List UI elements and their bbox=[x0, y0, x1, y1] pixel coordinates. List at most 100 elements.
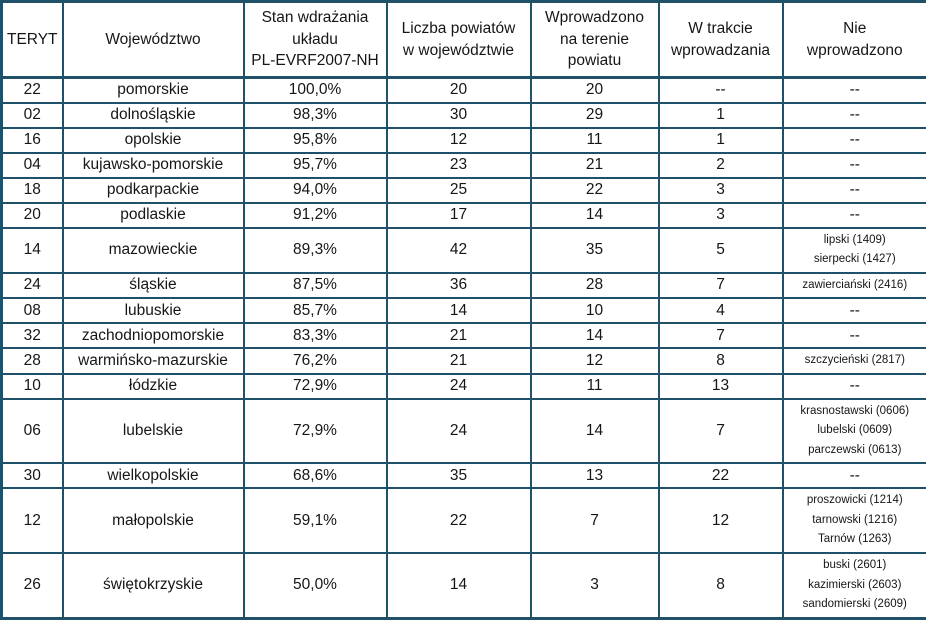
cell-wojewodztwo: opolskie bbox=[63, 128, 244, 153]
cell-wojewodztwo: podkarpackie bbox=[63, 178, 244, 203]
cell-stan: 95,7% bbox=[244, 153, 387, 178]
cell-nie: -- bbox=[783, 153, 926, 178]
cell-wprowadzono: 11 bbox=[531, 374, 659, 399]
cell-teryt: 22 bbox=[2, 78, 63, 103]
cell-teryt: 16 bbox=[2, 128, 63, 153]
cell-wprowadzono: 7 bbox=[531, 488, 659, 553]
cell-w_trakcie: 22 bbox=[659, 463, 783, 488]
cell-liczba: 14 bbox=[387, 298, 531, 323]
cell-nie: -- bbox=[783, 203, 926, 228]
cell-liczba: 22 bbox=[387, 488, 531, 553]
cell-w_trakcie: 1 bbox=[659, 103, 783, 128]
cell-wprowadzono: 29 bbox=[531, 103, 659, 128]
cell-wprowadzono: 35 bbox=[531, 228, 659, 273]
column-header-nie: Nie wprowadzono bbox=[783, 2, 926, 78]
cell-wprowadzono: 3 bbox=[531, 553, 659, 618]
cell-liczba: 20 bbox=[387, 78, 531, 103]
cell-w_trakcie: 5 bbox=[659, 228, 783, 273]
cell-liczba: 42 bbox=[387, 228, 531, 273]
cell-w_trakcie: 7 bbox=[659, 399, 783, 464]
cell-teryt: 24 bbox=[2, 273, 63, 299]
cell-wojewodztwo: pomorskie bbox=[63, 78, 244, 103]
cell-wojewodztwo: podlaskie bbox=[63, 203, 244, 228]
cell-wojewodztwo: warmińsko-mazurskie bbox=[63, 348, 244, 374]
cell-liczba: 14 bbox=[387, 553, 531, 618]
column-header-wojewodztwo: Województwo bbox=[63, 2, 244, 78]
cell-teryt: 32 bbox=[2, 323, 63, 348]
cell-teryt: 30 bbox=[2, 463, 63, 488]
cell-nie: szczycieński (2817) bbox=[783, 348, 926, 374]
cell-teryt: 20 bbox=[2, 203, 63, 228]
column-header-liczba: Liczba powiatów w województwie bbox=[387, 2, 531, 78]
cell-nie: -- bbox=[783, 374, 926, 399]
cell-liczba: 35 bbox=[387, 463, 531, 488]
cell-wprowadzono: 14 bbox=[531, 399, 659, 464]
cell-stan: 91,2% bbox=[244, 203, 387, 228]
cell-nie: krasnostawski (0606) lubelski (0609) par… bbox=[783, 399, 926, 464]
cell-stan: 95,8% bbox=[244, 128, 387, 153]
cell-liczba: 17 bbox=[387, 203, 531, 228]
cell-wprowadzono: 14 bbox=[531, 203, 659, 228]
cell-stan: 72,9% bbox=[244, 374, 387, 399]
cell-stan: 87,5% bbox=[244, 273, 387, 299]
cell-stan: 59,1% bbox=[244, 488, 387, 553]
cell-w_trakcie: 1 bbox=[659, 128, 783, 153]
cell-nie: buski (2601) kazimierski (2603) sandomie… bbox=[783, 553, 926, 618]
cell-teryt: 02 bbox=[2, 103, 63, 128]
column-header-teryt: TERYT bbox=[2, 2, 63, 78]
cell-nie: -- bbox=[783, 128, 926, 153]
cell-w_trakcie: 7 bbox=[659, 323, 783, 348]
cell-wojewodztwo: świętokrzyskie bbox=[63, 553, 244, 618]
cell-wprowadzono: 12 bbox=[531, 348, 659, 374]
cell-teryt: 12 bbox=[2, 488, 63, 553]
cell-stan: 83,3% bbox=[244, 323, 387, 348]
cell-liczba: 25 bbox=[387, 178, 531, 203]
cell-wprowadzono: 28 bbox=[531, 273, 659, 299]
cell-w_trakcie: 4 bbox=[659, 298, 783, 323]
cell-stan: 94,0% bbox=[244, 178, 387, 203]
cell-teryt: 26 bbox=[2, 553, 63, 618]
cell-nie: -- bbox=[783, 323, 926, 348]
column-header-wprowadzono: Wprowadzono na terenie powiatu bbox=[531, 2, 659, 78]
cell-wprowadzono: 14 bbox=[531, 323, 659, 348]
cell-liczba: 24 bbox=[387, 374, 531, 399]
cell-wojewodztwo: śląskie bbox=[63, 273, 244, 299]
cell-w_trakcie: 7 bbox=[659, 273, 783, 299]
cell-stan: 100,0% bbox=[244, 78, 387, 103]
cell-wojewodztwo: dolnośląskie bbox=[63, 103, 244, 128]
cell-nie: proszowicki (1214) tarnowski (1216) Tarn… bbox=[783, 488, 926, 553]
cell-stan: 50,0% bbox=[244, 553, 387, 618]
cell-w_trakcie: 13 bbox=[659, 374, 783, 399]
cell-wprowadzono: 22 bbox=[531, 178, 659, 203]
cell-liczba: 24 bbox=[387, 399, 531, 464]
cell-w_trakcie: 8 bbox=[659, 348, 783, 374]
cell-wojewodztwo: kujawsko-pomorskie bbox=[63, 153, 244, 178]
cell-w_trakcie: 12 bbox=[659, 488, 783, 553]
cell-teryt: 28 bbox=[2, 348, 63, 374]
cell-w_trakcie: 8 bbox=[659, 553, 783, 618]
column-header-stan: Stan wdrażania układu PL-EVRF2007-NH bbox=[244, 2, 387, 78]
column-header-w_trakcie: W trakcie wprowadzania bbox=[659, 2, 783, 78]
cell-wprowadzono: 20 bbox=[531, 78, 659, 103]
cell-nie: lipski (1409) sierpecki (1427) bbox=[783, 228, 926, 273]
cell-stan: 89,3% bbox=[244, 228, 387, 273]
cell-liczba: 36 bbox=[387, 273, 531, 299]
cell-stan: 85,7% bbox=[244, 298, 387, 323]
cell-wojewodztwo: lubuskie bbox=[63, 298, 244, 323]
cell-liczba: 21 bbox=[387, 348, 531, 374]
cell-wprowadzono: 21 bbox=[531, 153, 659, 178]
